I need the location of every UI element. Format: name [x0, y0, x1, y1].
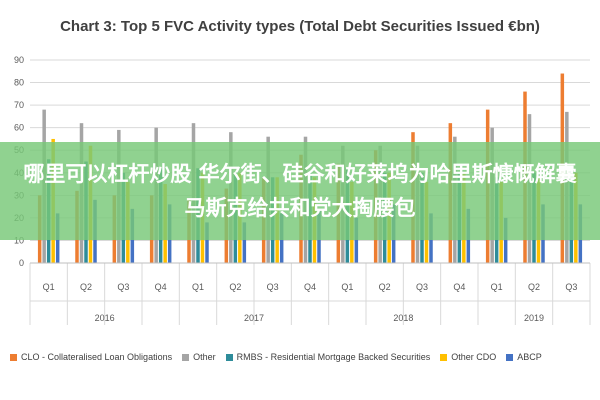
year-label: 2019: [524, 313, 544, 323]
chart-title: Chart 3: Top 5 FVC Activity types (Total…: [60, 18, 540, 35]
year-label: 2016: [95, 313, 115, 323]
legend-swatch: [506, 353, 514, 361]
legend-swatch: [225, 353, 233, 361]
year-label: 2017: [244, 313, 264, 323]
legend-item: RMBS - Residential Mortgage Backed Secur…: [225, 352, 431, 362]
x-tick-label: Q2: [229, 282, 241, 292]
x-tick-label: Q1: [43, 282, 55, 292]
legend-swatch: [440, 353, 448, 361]
x-tick-label: Q2: [528, 282, 540, 292]
x-tick-label: Q4: [155, 282, 167, 292]
overlay-text: 哪里可以杠杆炒股 华尔街、硅谷和好莱坞为哈里斯慷慨解囊 马斯克给共和党大掏腰包: [23, 162, 577, 220]
legend-label: ABCP: [517, 352, 542, 362]
x-tick-label: Q2: [80, 282, 92, 292]
bar: [354, 217, 359, 263]
chart-legend: CLO - Collateralised Loan Obligations Oth…: [10, 352, 600, 362]
overlay-banner[interactable]: 哪里可以杠杆炒股 华尔街、硅谷和好莱坞为哈里斯慷慨解囊 马斯克给共和党大掏腰包: [0, 142, 600, 240]
x-tick-label: Q2: [379, 282, 391, 292]
x-tick-label: Q4: [304, 282, 316, 292]
bar: [503, 217, 508, 263]
y-tick-label: 80: [14, 78, 24, 88]
x-tick-label: Q3: [117, 282, 129, 292]
y-tick-label: 10: [14, 235, 24, 245]
x-tick-label: Q1: [192, 282, 204, 292]
x-tick-label: Q1: [491, 282, 503, 292]
x-tick-label: Q4: [453, 282, 465, 292]
x-tick-label: Q3: [416, 282, 428, 292]
bar: [242, 222, 247, 263]
legend-item: Other CDO: [440, 352, 496, 362]
y-tick-label: 60: [14, 123, 24, 133]
bar: [205, 222, 209, 263]
y-tick-label: 70: [14, 100, 24, 110]
x-tick-label: Q3: [267, 282, 279, 292]
legend-label: Other: [193, 352, 216, 362]
x-tick-label: Q3: [565, 282, 577, 292]
legend-label: Other CDO: [451, 352, 497, 362]
legend-item: Other: [182, 352, 216, 362]
legend-label: CLO - Collateralised Loan Obligations: [21, 352, 173, 362]
legend-item: ABCP: [506, 352, 542, 362]
legend-swatch: [182, 353, 190, 361]
year-label: 2018: [393, 313, 413, 323]
legend-item: CLO - Collateralised Loan Obligations: [10, 352, 172, 362]
x-tick-label: Q1: [341, 282, 353, 292]
legend-label: RMBS - Residential Mortgage Backed Secur…: [236, 352, 431, 362]
y-tick-label: 90: [14, 55, 24, 65]
y-tick-label: 0: [19, 258, 24, 268]
legend-swatch: [10, 353, 17, 361]
